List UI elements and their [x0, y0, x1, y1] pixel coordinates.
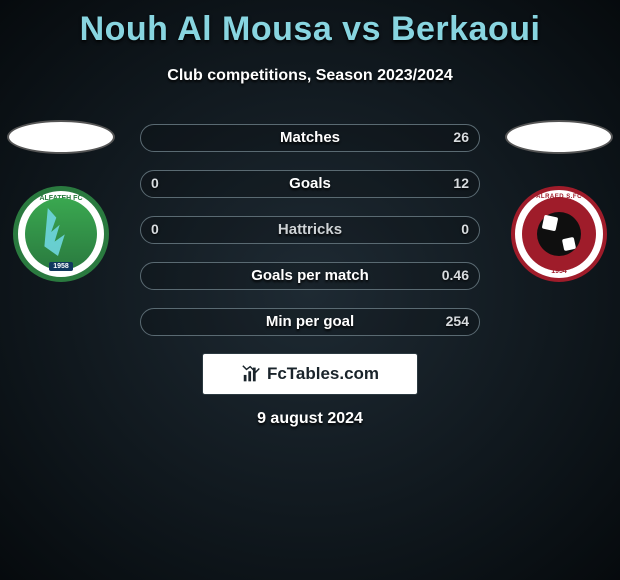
stat-value-right: 0.46: [442, 267, 469, 283]
stat-row-goals-per-match: Goals per match 0.46: [140, 262, 480, 290]
club-right-name: ALRAED S.FC: [536, 194, 582, 200]
stat-row-hattricks: 0 Hattricks 0: [140, 216, 480, 244]
soccer-ball-icon: [537, 212, 581, 256]
attribution-text: FcTables.com: [267, 364, 379, 384]
stat-row-matches: Matches 26: [140, 124, 480, 152]
stat-value-left: 0: [151, 175, 159, 191]
player-photo-placeholder-right: [505, 120, 613, 154]
player-left-area: ALFATEH FC 1958: [6, 120, 116, 300]
club-left-inner: [25, 198, 97, 270]
stats-container: Matches 26 0 Goals 12 0 Hattricks 0 Goal…: [140, 124, 480, 354]
stat-row-min-per-goal: Min per goal 254: [140, 308, 480, 336]
player-photo-placeholder-left: [7, 120, 115, 154]
club-right-inner: [522, 197, 596, 271]
stat-value-right: 254: [446, 313, 469, 329]
stat-value-right: 26: [453, 129, 469, 145]
player-right-area: ALRAED S.FC 1954: [504, 120, 614, 300]
club-left-year: 1958: [49, 262, 73, 271]
subtitle: Club competitions, Season 2023/2024: [0, 67, 620, 85]
stat-label: Matches: [141, 125, 479, 151]
stat-value-left: 0: [151, 221, 159, 237]
stat-value-right: 12: [453, 175, 469, 191]
stat-label: Goals per match: [141, 263, 479, 289]
stat-value-right: 0: [461, 221, 469, 237]
footer-date: 9 august 2024: [0, 410, 620, 428]
stat-label: Min per goal: [141, 309, 479, 335]
club-badge-right: ALRAED S.FC 1954: [511, 186, 607, 282]
stat-row-goals: 0 Goals 12: [140, 170, 480, 198]
club-badge-left: ALFATEH FC 1958: [13, 186, 109, 282]
attribution-box: FcTables.com: [202, 353, 418, 395]
stat-label: Goals: [141, 171, 479, 197]
bar-chart-icon: [241, 363, 263, 385]
page-title: Nouh Al Mousa vs Berkaoui: [0, 0, 620, 49]
club-right-year: 1954: [551, 268, 567, 275]
stat-label: Hattricks: [141, 217, 479, 243]
